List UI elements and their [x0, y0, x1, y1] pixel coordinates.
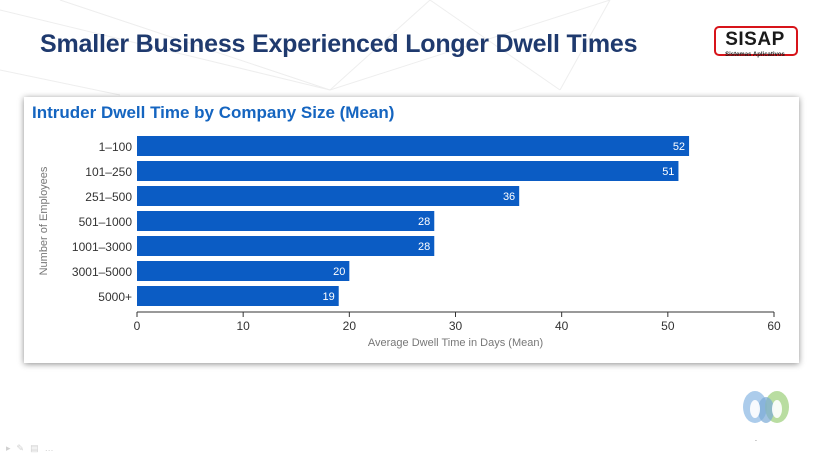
x-tick-label: 60: [767, 319, 781, 333]
x-tick-label: 0: [134, 319, 141, 333]
chart-bar: [137, 186, 520, 206]
category-label: 1001–3000: [72, 240, 132, 254]
sisap-logo: SISAP Sistemas Aplicativos: [714, 26, 798, 60]
bar-value-label: 20: [333, 266, 345, 278]
logo-frame: [714, 26, 798, 56]
x-axis-label: Average Dwell Time in Days (Mean): [368, 337, 543, 349]
x-tick-label: 50: [661, 319, 675, 333]
page-marker: .: [755, 436, 757, 443]
presenter-toolbar[interactable]: ▸✎▤…: [6, 443, 60, 454]
x-tick-label: 30: [449, 319, 463, 333]
chart-bar: [137, 211, 435, 231]
x-tick-label: 20: [343, 319, 357, 333]
bar-value-label: 28: [418, 216, 430, 228]
chart-bar: [137, 261, 350, 281]
slide-title: Smaller Business Experienced Longer Dwel…: [40, 30, 638, 58]
category-label: 5000+: [98, 290, 132, 304]
x-tick-label: 40: [555, 319, 569, 333]
pointer-icon[interactable]: ▸: [6, 443, 17, 453]
webex-icon[interactable]: [740, 388, 792, 426]
category-label: 3001–5000: [72, 265, 132, 279]
pen-icon[interactable]: ✎: [16, 443, 31, 453]
chart-bar: [137, 236, 435, 256]
chart-card: Intruder Dwell Time by Company Size (Mea…: [24, 97, 799, 363]
logo-tagline: Sistemas Aplicativos: [725, 52, 785, 58]
category-label: 251–500: [85, 190, 132, 204]
slides-icon[interactable]: ▤: [30, 443, 45, 453]
bar-chart: 521–10051101–25036251–50028501–100028100…: [38, 136, 781, 349]
chart-title: Intruder Dwell Time by Company Size (Mea…: [32, 103, 395, 122]
chart-bar: [137, 161, 679, 181]
more-icon[interactable]: …: [44, 443, 60, 453]
chart-bar: [137, 286, 339, 306]
bar-value-label: 28: [418, 241, 430, 253]
bar-value-label: 36: [503, 191, 515, 203]
category-label: 101–250: [85, 165, 132, 179]
bar-value-label: 52: [673, 141, 685, 153]
bar-value-label: 51: [662, 166, 674, 178]
category-label: 501–1000: [79, 215, 133, 229]
logo-name: SISAP: [725, 29, 785, 50]
chart-bar: [137, 136, 690, 156]
y-axis-label: Number of Employees: [38, 166, 50, 275]
x-tick-label: 10: [236, 319, 250, 333]
bar-value-label: 19: [322, 291, 334, 303]
category-label: 1–100: [99, 140, 133, 154]
